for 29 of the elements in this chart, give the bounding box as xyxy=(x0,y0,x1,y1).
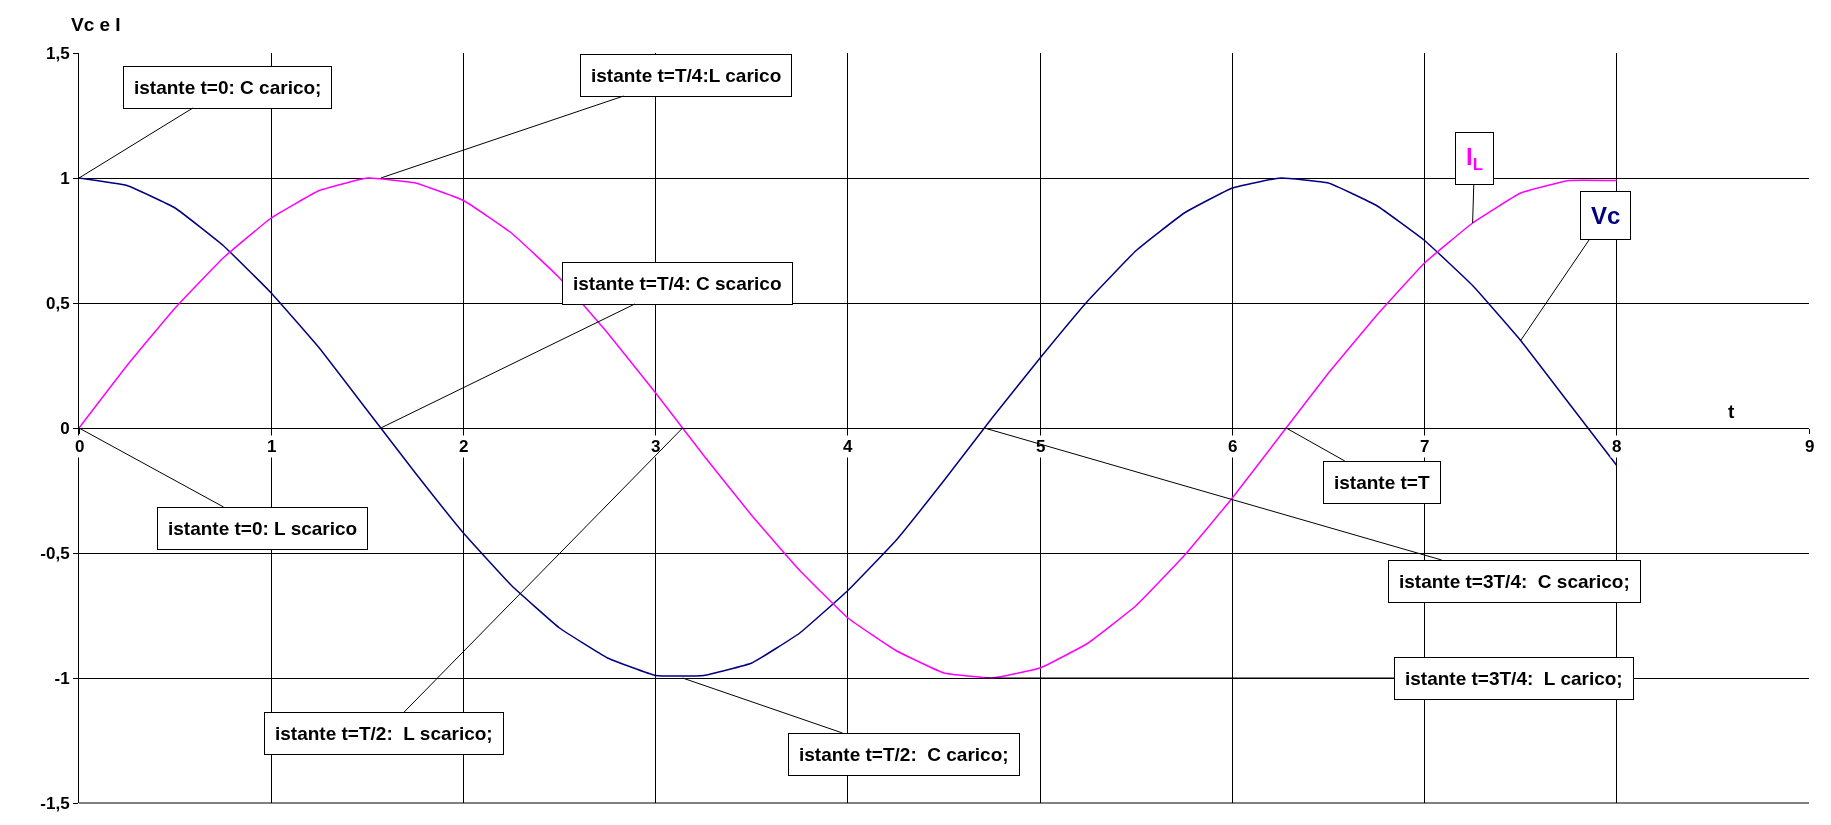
annotation: istante t=0: C carico; xyxy=(134,77,322,98)
y-tick-label: -0,5 xyxy=(40,543,70,563)
y-tick-label: 0,5 xyxy=(45,293,70,313)
annotation: istante t=T/2: C carico; xyxy=(799,744,1009,765)
annotation: istante t=T/2: L scarico; xyxy=(275,723,493,744)
x-axis-title: t xyxy=(1728,401,1735,422)
x-tick-label: 2 xyxy=(459,437,469,456)
text: Vc xyxy=(1591,202,1621,229)
y-tick-label: -1 xyxy=(54,668,70,688)
annotation: istante t=3T/4: L carico; xyxy=(1405,668,1623,689)
annotation: istante t=T xyxy=(1334,472,1430,493)
x-tick-label: 8 xyxy=(1612,437,1622,456)
y-tick-label: -1,5 xyxy=(40,793,70,813)
annotation: istante t=T/4:L carico xyxy=(591,65,782,86)
y-tick-label: 1 xyxy=(60,168,70,188)
annotation: istante t=T/4: C scarico xyxy=(573,273,782,294)
annotation: istante t=0: L scarico xyxy=(168,518,358,539)
series-label: I$_{L}$ xyxy=(1466,143,1483,175)
x-tick-label: 0 xyxy=(75,437,85,456)
y-axis-title: Vc e I xyxy=(71,14,121,35)
x-tick-label: 3 xyxy=(651,437,661,456)
x-tick-label: 9 xyxy=(1805,437,1815,456)
y-tick-label: 0 xyxy=(60,418,70,438)
x-tick-label: 1 xyxy=(267,437,277,456)
x-tick-label: 6 xyxy=(1228,437,1238,456)
y-tick-label: 1,5 xyxy=(45,43,70,63)
annotation: istante t=3T/4: C scarico; xyxy=(1399,571,1630,592)
x-tick-label: 7 xyxy=(1420,437,1430,456)
x-tick-label: 4 xyxy=(843,437,853,456)
